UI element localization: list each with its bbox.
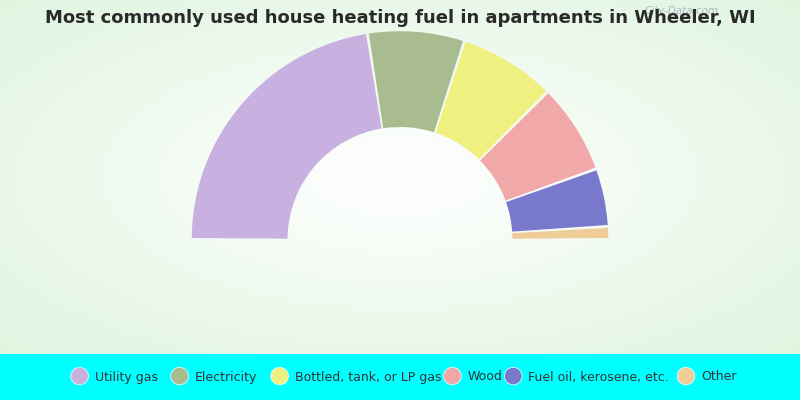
Text: Electricity: Electricity	[195, 370, 257, 384]
Wedge shape	[435, 42, 546, 160]
Text: Wood: Wood	[467, 370, 502, 384]
Text: Bottled, tank, or LP gas: Bottled, tank, or LP gas	[295, 370, 442, 384]
Text: Utility gas: Utility gas	[95, 370, 158, 384]
Text: Fuel oil, kerosene, etc.: Fuel oil, kerosene, etc.	[528, 370, 669, 384]
Ellipse shape	[71, 367, 89, 385]
Text: City-Data.com: City-Data.com	[645, 6, 718, 16]
Wedge shape	[506, 170, 608, 232]
Wedge shape	[369, 31, 463, 132]
Ellipse shape	[504, 367, 522, 385]
Ellipse shape	[171, 367, 189, 385]
Wedge shape	[192, 34, 382, 239]
Ellipse shape	[677, 367, 694, 385]
Ellipse shape	[270, 367, 289, 385]
Text: Most commonly used house heating fuel in apartments in Wheeler, WI: Most commonly used house heating fuel in…	[45, 9, 755, 27]
Ellipse shape	[443, 367, 461, 385]
Wedge shape	[480, 93, 595, 201]
Wedge shape	[512, 228, 608, 239]
Text: Other: Other	[701, 370, 737, 384]
